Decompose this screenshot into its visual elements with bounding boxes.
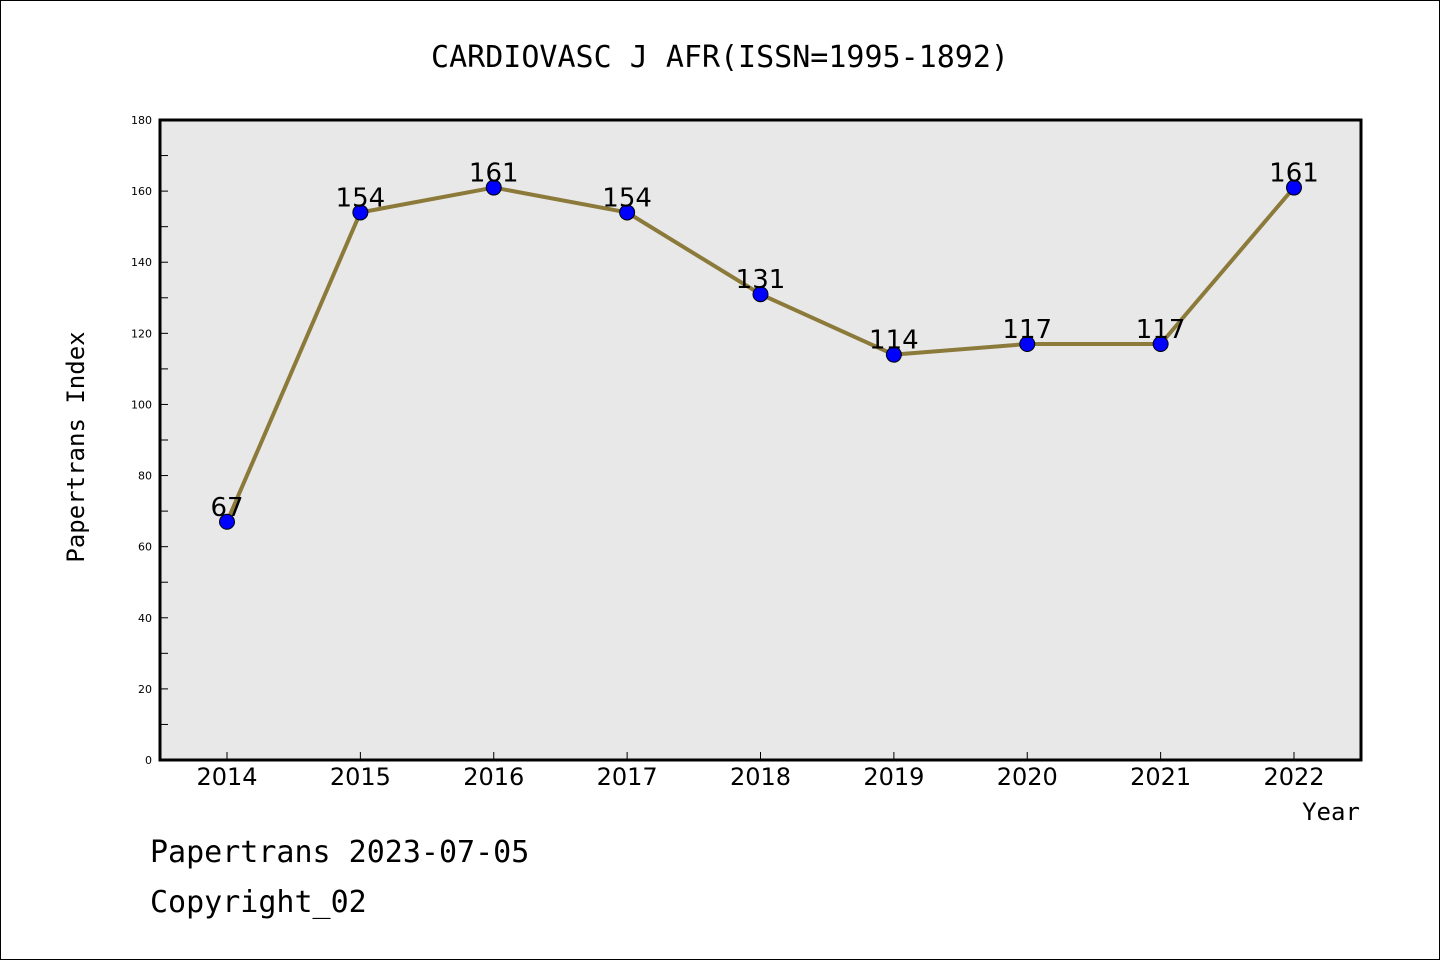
x-tick-label: 2022	[1263, 763, 1324, 791]
data-label: 117	[1002, 315, 1052, 345]
x-tick-label: 2017	[597, 763, 658, 791]
y-tick-label: 160	[131, 185, 152, 198]
data-point	[1152, 336, 1169, 352]
y-tick-label: 100	[131, 398, 152, 411]
data-point	[485, 179, 502, 196]
y-tick-label: 80	[138, 470, 152, 483]
data-label: 114	[869, 326, 919, 356]
data-point	[752, 286, 769, 303]
data-point	[1019, 336, 1036, 352]
data-label: 67	[210, 493, 243, 523]
x-tick-label: 2019	[863, 763, 924, 791]
y-tick-label: 0	[145, 754, 152, 767]
chart-title: CARDIOVASC J AFR(ISSN=1995-1892)	[431, 40, 1009, 75]
y-tick-label: 180	[131, 114, 152, 127]
data-point	[619, 204, 636, 221]
data-label: 117	[1136, 315, 1186, 345]
data-point	[352, 204, 369, 221]
y-tick-label: 20	[138, 683, 152, 696]
x-axis: 2014 2015 2016 2017 2018 2019 2020 2021 2022	[196, 752, 1325, 791]
y-axis: 0 20 40 60 80 100 120 140 160 180	[131, 114, 168, 767]
y-tick-label: 140	[131, 256, 152, 269]
x-axis-label: Year	[1302, 798, 1360, 826]
x-tick-label: 2015	[330, 763, 391, 791]
x-tick-label: 2021	[1130, 763, 1191, 791]
y-tick-label: 40	[138, 612, 152, 625]
x-tick-label: 2016	[463, 763, 524, 791]
data-label: 131	[736, 265, 786, 295]
y-axis-label: Papertrans Index	[62, 331, 90, 562]
y-tick-label: 120	[131, 327, 152, 340]
series-layer: 67 154 161 154 131 114 117 117 161	[210, 159, 1319, 530]
data-label: 154	[336, 183, 386, 213]
data-label: 154	[602, 183, 652, 213]
data-label: 161	[1269, 159, 1319, 189]
data-label: 161	[469, 159, 519, 189]
data-point	[1286, 179, 1302, 196]
x-tick-label: 2020	[997, 763, 1058, 791]
footer-copyright-text: Copyright_02	[150, 885, 367, 920]
y-tick-label: 60	[138, 541, 152, 554]
x-tick-label: 2018	[730, 763, 791, 791]
footer-date-text: Papertrans 2023-07-05	[150, 835, 530, 870]
x-tick-label: 2014	[196, 763, 257, 791]
data-point	[885, 346, 902, 363]
data-point	[219, 513, 235, 530]
plot-area	[158, 118, 1363, 762]
